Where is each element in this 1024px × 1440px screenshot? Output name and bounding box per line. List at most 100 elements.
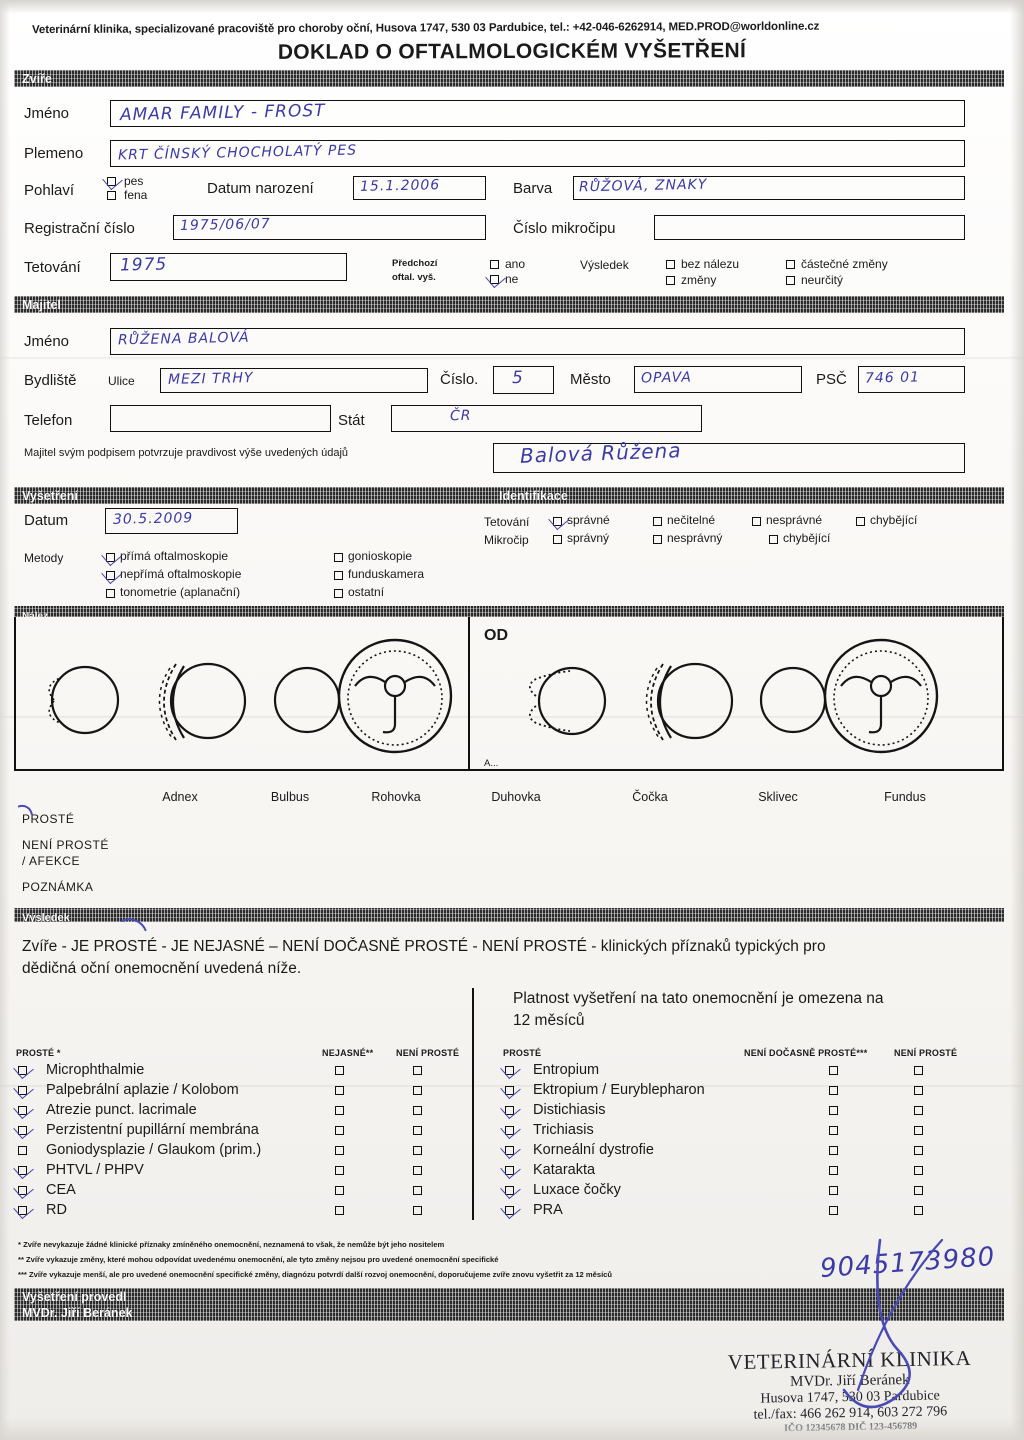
checkbox-tattoo-illegible[interactable] (653, 517, 662, 526)
checkbox-notfree-microphthalmie[interactable] (413, 1066, 422, 1075)
checkbox-free-phtvl-phpv[interactable] (18, 1166, 27, 1175)
checkbox-method-direct-ophthalmoscopy[interactable] (106, 553, 115, 562)
disease-name-cea: CEA (46, 1182, 76, 1198)
checkbox-chip-missing[interactable] (769, 535, 778, 544)
input-owner-phone[interactable] (110, 405, 331, 432)
section-header-exam: Vyšetření (14, 487, 491, 504)
label-owner-zip: PSČ (816, 371, 847, 388)
checkbox-tattoo-missing[interactable] (856, 517, 865, 526)
checkbox-notfree-goniodysplasia-glaucoma[interactable] (413, 1146, 422, 1155)
checkbox-unclear-rd[interactable] (335, 1206, 344, 1215)
checkbox-notfree-cea[interactable] (413, 1186, 422, 1195)
checkbox-notfree-ektropium[interactable] (914, 1086, 923, 1095)
checkbox-unclear-atresia-puncti[interactable] (335, 1106, 344, 1115)
checkbox-method-other[interactable] (334, 589, 343, 598)
input-animal-name[interactable] (110, 100, 965, 127)
checkbox-tattoo-correct[interactable] (553, 517, 562, 526)
label-result-partial-changes: částečné změny (801, 257, 888, 271)
checkbox-notfree-atresia-puncti[interactable] (413, 1106, 422, 1115)
checkbox-notfree-distichiasis[interactable] (914, 1106, 923, 1115)
checkbox-notfree-corneal-dystrophy[interactable] (914, 1146, 923, 1155)
input-owner-street[interactable] (160, 368, 428, 393)
checkbox-previous-exam-yes[interactable] (490, 260, 499, 269)
checkbox-result-no-finding[interactable] (666, 260, 675, 269)
checkbox-notfree-lens-luxation[interactable] (914, 1186, 923, 1195)
checkbox-free-distichiasis[interactable] (505, 1106, 514, 1115)
input-color[interactable] (573, 176, 965, 200)
input-owner-city[interactable] (634, 366, 802, 393)
checkbox-notfree-katarakta[interactable] (914, 1166, 923, 1175)
checkbox-unclear-cea[interactable] (335, 1186, 344, 1195)
input-registration-number[interactable] (173, 215, 486, 240)
checkbox-tempnotfree-corneal-dystrophy[interactable] (829, 1146, 838, 1155)
checkbox-sex-male[interactable] (107, 177, 116, 186)
input-microchip-number[interactable] (654, 215, 965, 240)
input-date-of-birth[interactable] (353, 176, 486, 200)
checkbox-notfree-trichiasis[interactable] (914, 1126, 923, 1135)
checkbox-notfree-pra[interactable] (914, 1206, 923, 1215)
input-owner-house-number[interactable] (493, 366, 554, 394)
disease-right-header-free: PROSTÉ (503, 1048, 542, 1058)
checkbox-result-uncertain[interactable] (786, 276, 795, 285)
label-tattoo-illegible: nečitelné (667, 513, 716, 527)
input-owner-name[interactable] (110, 328, 965, 355)
checkbox-tempnotfree-distichiasis[interactable] (829, 1106, 838, 1115)
checkbox-free-katarakta[interactable] (505, 1166, 514, 1175)
checkbox-free-palpebral-aplasia[interactable] (18, 1086, 27, 1095)
checkbox-result-changes[interactable] (666, 276, 675, 285)
value-color: RŮŽOVÁ, ZNAKY (578, 176, 708, 196)
checkbox-method-gonioscopy[interactable] (334, 553, 343, 562)
checkbox-tempnotfree-katarakta[interactable] (829, 1166, 838, 1175)
checkbox-unclear-palpebral-aplasia[interactable] (335, 1086, 344, 1095)
checkbox-previous-exam-no[interactable] (490, 275, 499, 284)
checkbox-tattoo-incorrect[interactable] (752, 517, 761, 526)
checkbox-free-trichiasis[interactable] (505, 1126, 514, 1135)
checkbox-free-corneal-dystrophy[interactable] (505, 1146, 514, 1155)
checkbox-method-indirect-ophthalmoscopy[interactable] (106, 571, 115, 580)
label-tattoo-missing: chybějící (870, 513, 918, 527)
input-owner-state[interactable] (391, 405, 702, 432)
checkbox-chip-correct[interactable] (553, 535, 562, 544)
checkbox-unclear-phtvl-phpv[interactable] (335, 1166, 344, 1175)
checkbox-free-persistent-pupillary-membrane[interactable] (18, 1126, 27, 1135)
checkbox-result-partial-changes[interactable] (786, 260, 795, 269)
section-header-owner: Majitel (14, 296, 1004, 313)
checkbox-notfree-entropium[interactable] (914, 1066, 923, 1075)
input-animal-breed[interactable] (110, 140, 965, 167)
input-owner-signature[interactable] (493, 443, 965, 473)
checkbox-tempnotfree-pra[interactable] (829, 1206, 838, 1215)
checkbox-tempnotfree-entropium[interactable] (829, 1066, 838, 1075)
checkbox-free-microphthalmie[interactable] (18, 1066, 27, 1075)
label-owner-name: Jméno (24, 333, 70, 350)
label-owner-house-number: Číslo. (440, 371, 479, 388)
clinic-address-line: Veterinární klinika, specializované prac… (32, 20, 820, 37)
input-tattoo[interactable] (110, 253, 347, 281)
input-exam-date[interactable] (105, 508, 238, 534)
checkbox-notfree-phtvl-phpv[interactable] (413, 1166, 422, 1175)
checkbox-notfree-persistent-pupillary-membrane[interactable] (413, 1126, 422, 1135)
checkbox-tempnotfree-ektropium[interactable] (829, 1086, 838, 1095)
checkbox-free-lens-luxation[interactable] (505, 1186, 514, 1195)
checkbox-method-funduscamera[interactable] (334, 571, 343, 580)
input-owner-zip[interactable] (858, 366, 965, 393)
checkbox-unclear-goniodysplasia-glaucoma[interactable] (335, 1146, 344, 1155)
label-sex-female: fena (124, 188, 148, 202)
checkbox-unclear-microphthalmie[interactable] (335, 1066, 344, 1075)
validity-line2: 12 měsíců (513, 1012, 585, 1029)
checkbox-free-cea[interactable] (18, 1186, 27, 1195)
checkbox-notfree-palpebral-aplasia[interactable] (413, 1086, 422, 1095)
label-animal-sex: Pohlaví (24, 182, 75, 199)
checkbox-chip-incorrect[interactable] (653, 535, 662, 544)
checkbox-method-tonometry[interactable] (106, 589, 115, 598)
checkbox-free-atresia-puncti[interactable] (18, 1106, 27, 1115)
checkbox-free-pra[interactable] (505, 1206, 514, 1215)
checkbox-sex-female[interactable] (107, 191, 116, 200)
checkbox-free-ektropium[interactable] (505, 1086, 514, 1095)
checkbox-unclear-persistent-pupillary-membrane[interactable] (335, 1126, 344, 1135)
checkbox-free-rd[interactable] (18, 1206, 27, 1215)
checkbox-tempnotfree-trichiasis[interactable] (829, 1126, 838, 1135)
checkbox-tempnotfree-lens-luxation[interactable] (829, 1186, 838, 1195)
checkbox-free-entropium[interactable] (505, 1066, 514, 1075)
checkbox-notfree-rd[interactable] (413, 1206, 422, 1215)
checkbox-free-goniodysplasia-glaucoma[interactable] (18, 1146, 27, 1155)
